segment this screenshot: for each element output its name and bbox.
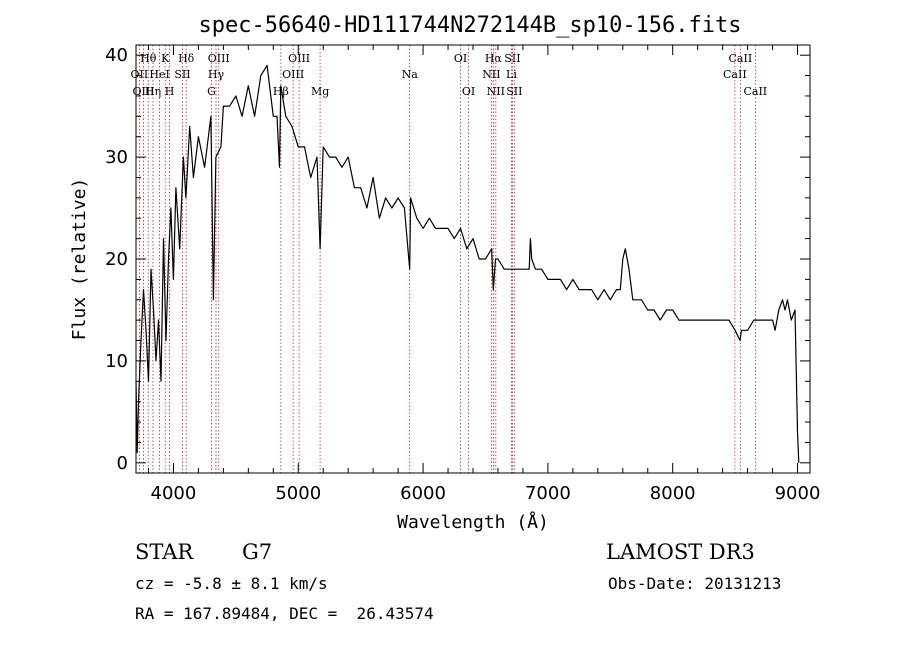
marker-label: Hη	[145, 85, 161, 98]
marker-label: OIII	[288, 52, 310, 65]
x-tick-label: 7000	[525, 483, 571, 504]
marker-label: Li	[506, 68, 517, 81]
marker-label: Mg	[311, 85, 329, 98]
marker-label: OIII	[132, 85, 154, 98]
marker-label: NII	[482, 68, 500, 81]
spectrum-series	[135, 64, 800, 463]
marker-label: NII	[487, 85, 505, 98]
marker-label: OI	[454, 52, 467, 65]
x-tick-label: 5000	[275, 483, 321, 504]
marker-label: Hθ	[140, 52, 157, 65]
marker-label: OIII	[208, 52, 230, 65]
marker-label: SII	[174, 68, 190, 81]
y-tick-label: 40	[105, 45, 128, 66]
x-axis-ticks: 4000 5000 6000 7000 8000 9000	[147, 45, 821, 504]
x-axis-label: Wavelength (Å)	[397, 511, 549, 533]
x-tick-label: 8000	[650, 483, 696, 504]
marker-label: G	[207, 85, 216, 98]
marker-label: H	[165, 85, 175, 98]
object-class: STAR	[135, 540, 194, 564]
marker-label: CaII	[723, 68, 747, 81]
marker-label: SII	[506, 85, 522, 98]
subclass: G7	[242, 540, 273, 564]
redshift-text: cz = -5.8 ± 8.1 km/s	[135, 574, 328, 593]
marker-label: OII	[131, 68, 149, 81]
marker-label: SII	[504, 52, 520, 65]
y-tick-label: 0	[117, 453, 128, 474]
marker-label: Na	[402, 68, 419, 81]
x-tick-label: 4000	[151, 483, 197, 504]
y-axis-label: Flux (relative)	[69, 178, 90, 341]
marker-label: Hα	[485, 52, 503, 65]
plot-frame	[135, 44, 811, 474]
marker-label: OIII	[282, 68, 304, 81]
x-tick-label: 9000	[775, 483, 821, 504]
survey-label: LAMOST DR3	[606, 540, 755, 564]
chart-title: spec-56640-HD111744N272144B_sp10-156.fit…	[198, 13, 741, 38]
coordinates: RA = 167.89484, DEC = 26.43574	[135, 604, 434, 623]
marker-label: HeI	[149, 68, 169, 81]
x-tick-label: 6000	[400, 483, 446, 504]
y-axis-ticks: 0 10 20 30 40	[105, 45, 810, 474]
marker-label: K	[161, 52, 170, 65]
obs-date: Obs-Date: 20131213	[608, 574, 782, 593]
y-tick-label: 30	[105, 147, 128, 168]
marker-label: Hδ	[178, 52, 195, 65]
marker-label: Hγ	[208, 68, 225, 81]
spectrum-line	[135, 64, 800, 463]
marker-label: OI	[462, 85, 475, 98]
y-tick-label: 10	[105, 351, 128, 372]
y-tick-label: 20	[105, 249, 128, 270]
marker-label: CaII	[729, 52, 753, 65]
marker-label: CaII	[743, 85, 767, 98]
